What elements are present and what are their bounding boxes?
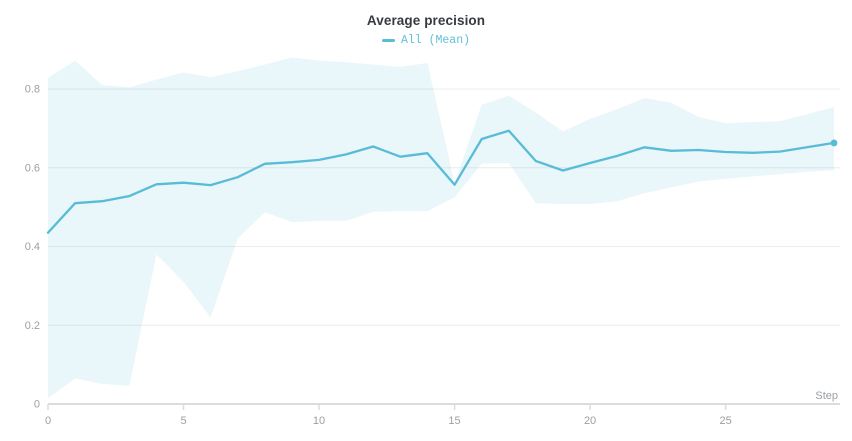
x-tick-label: 20 — [584, 415, 596, 427]
y-tick-label: 0.8 — [25, 84, 40, 96]
x-tick-label: 10 — [313, 415, 325, 427]
chart-title: Average precision — [366, 13, 486, 28]
x-tick-label: 0 — [45, 415, 51, 427]
y-tick-label: 0.2 — [25, 320, 40, 332]
y-tick-label: 0 — [34, 399, 40, 411]
legend-line-icon — [381, 39, 395, 42]
x-tick-label: 5 — [180, 415, 186, 427]
x-axis-title: Step — [815, 390, 838, 402]
legend: All (Mean) — [0, 34, 852, 47]
minmax-band — [48, 57, 834, 399]
legend-item-all-mean[interactable]: All (Mean) — [381, 34, 470, 47]
y-tick-label: 0.6 — [25, 162, 40, 174]
x-tick-label: 15 — [448, 415, 460, 427]
x-tick-label: 25 — [719, 415, 731, 427]
y-tick-label: 0.4 — [25, 241, 40, 253]
last-point-marker — [830, 139, 838, 147]
mean-line — [46, 129, 836, 234]
legend-label: All (Mean) — [400, 34, 470, 47]
